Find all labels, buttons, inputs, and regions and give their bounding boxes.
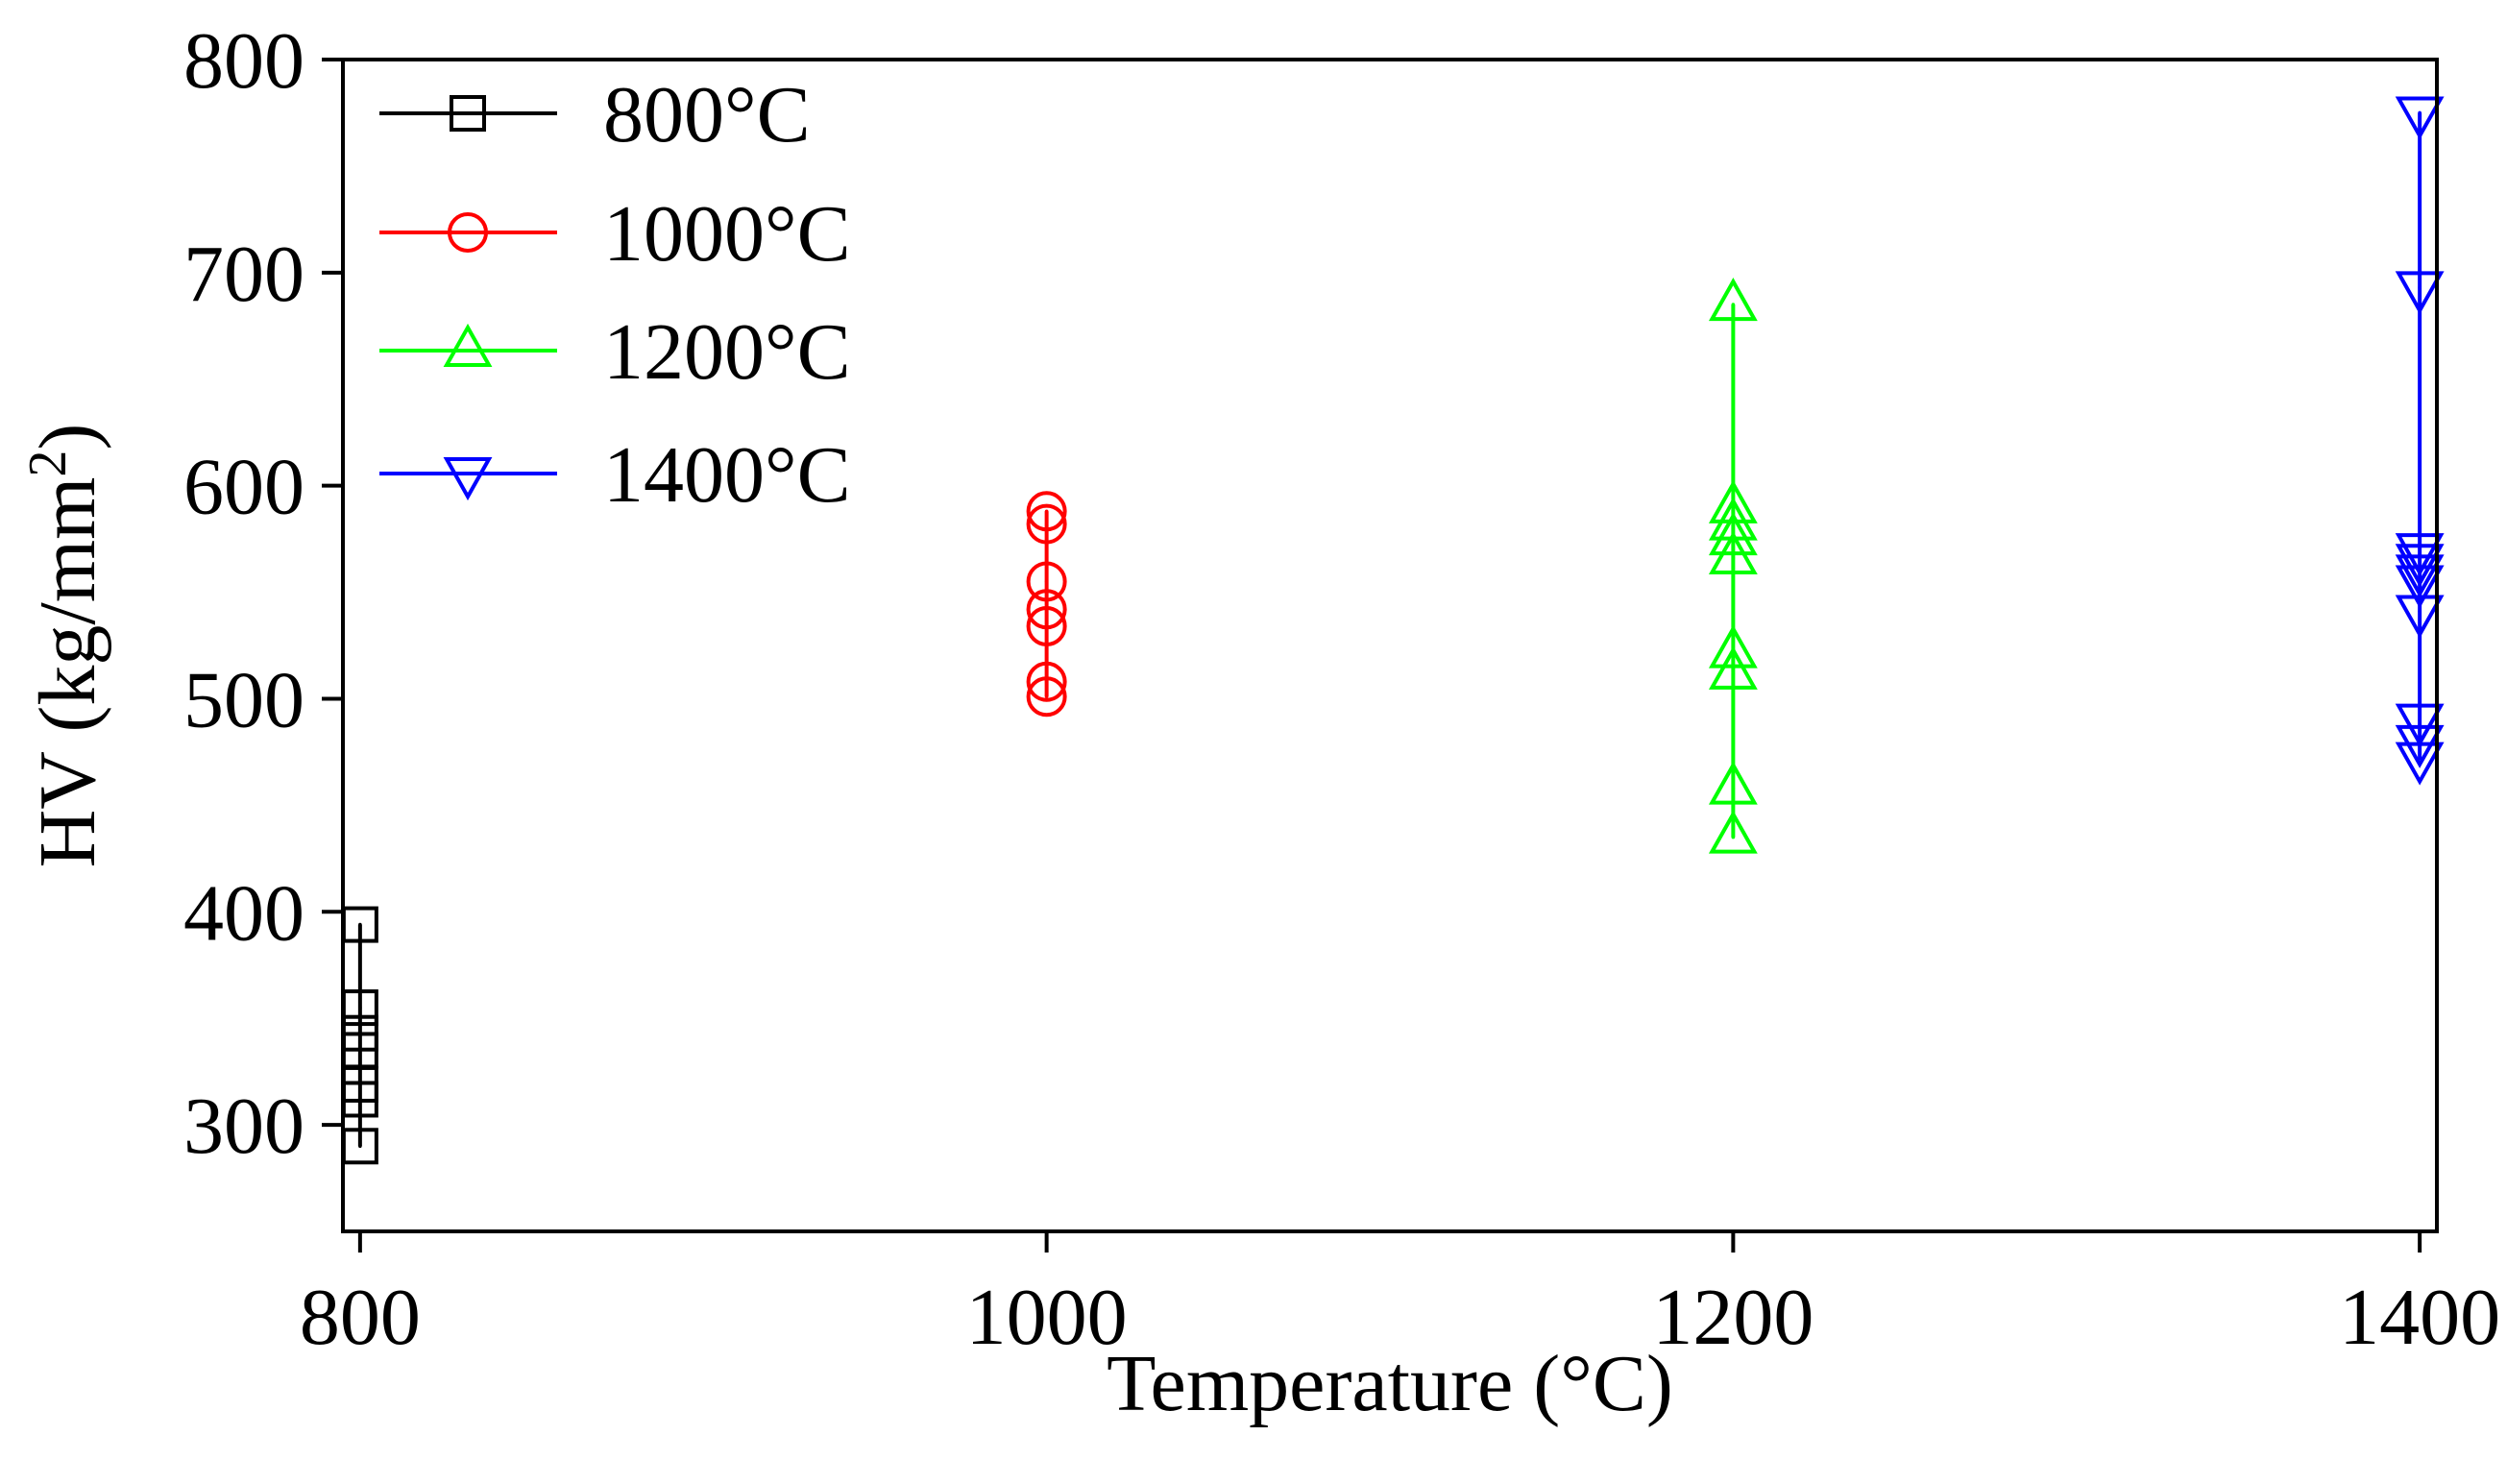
- y-tick-label: 600: [183, 443, 304, 532]
- marker-center-dot: [2418, 110, 2422, 115]
- marker-center-dot: [2418, 558, 2422, 563]
- data-point: [1026, 561, 1067, 602]
- data-point: [2395, 96, 2445, 140]
- data-point: [1026, 503, 1067, 545]
- legend-label: 1200°C: [603, 307, 851, 397]
- legend-label: 800°C: [603, 70, 811, 159]
- legend-marker: [443, 457, 493, 501]
- marker-center-dot: [358, 1097, 362, 1102]
- marker-center-dot: [1044, 679, 1049, 684]
- y-tick-label: 400: [183, 868, 304, 958]
- data-point: [1708, 624, 1758, 669]
- legend-marker: [443, 323, 493, 367]
- marker-center-dot: [2418, 285, 2422, 290]
- data-point: [2395, 703, 2445, 747]
- marker-center-dot: [2418, 579, 2422, 584]
- x-tick-label: 1200: [1652, 1273, 1813, 1362]
- marker-center-dot: [2418, 609, 2422, 614]
- legend: 800°C 1000°C 1200°C 1400°C: [379, 70, 851, 520]
- y-tick-label: 700: [183, 230, 304, 319]
- legend-label: 1400°C: [603, 430, 851, 520]
- data-point: [2395, 544, 2445, 588]
- data-point: [2395, 271, 2445, 315]
- plot-frame: [341, 58, 2439, 1233]
- legend-entry: 1200°C: [379, 307, 851, 397]
- data-point: [1708, 810, 1758, 854]
- marker-center-dot: [1731, 556, 1736, 560]
- marker-center-dot: [1044, 522, 1049, 526]
- legend-marker: [450, 95, 486, 132]
- marker-center-dot: [358, 1144, 362, 1149]
- marker-center-dot: [1044, 694, 1049, 699]
- y-tick-label: 500: [183, 655, 304, 744]
- data-point: [2395, 595, 2445, 639]
- data-point: [1026, 676, 1067, 718]
- y-axis-title-close: ): [23, 424, 112, 450]
- marker-center-dot: [358, 1006, 362, 1010]
- legend-marker: [448, 212, 488, 253]
- data-point: [1708, 530, 1758, 575]
- marker-center-dot: [466, 231, 470, 234]
- data-point: [1708, 512, 1758, 556]
- data-point: [1708, 479, 1758, 523]
- marker-center-dot: [1044, 624, 1049, 628]
- series-triangle-down: [2395, 96, 2445, 786]
- y-tick-label: 300: [183, 1082, 304, 1171]
- data-point: [1026, 606, 1067, 647]
- data-point: [1708, 761, 1758, 805]
- marker-center-dot: [2418, 569, 2422, 573]
- x-tick-label: 1400: [2339, 1273, 2500, 1362]
- marker-center-dot: [1731, 303, 1736, 306]
- y-axis-title: HV (kg/mm2): [18, 424, 112, 868]
- data-point: [1026, 661, 1067, 702]
- data-point: [2395, 533, 2445, 577]
- data-point: [2395, 554, 2445, 598]
- series-circle: [1026, 491, 1067, 718]
- marker-center-dot: [466, 472, 470, 475]
- marker-center-dot: [1731, 671, 1736, 675]
- y-axis-title-superscript: 2: [18, 450, 78, 477]
- marker-center-dot: [358, 1048, 362, 1053]
- y-tick-label: 800: [183, 16, 304, 106]
- legend-label: 1000°C: [603, 189, 851, 279]
- legend-entry: 1400°C: [379, 430, 851, 520]
- data-point: [1708, 645, 1758, 690]
- x-tick-label: 1000: [966, 1273, 1128, 1362]
- marker-center-dot: [2418, 547, 2422, 551]
- data-point: [1708, 278, 1758, 322]
- marker-center-dot: [1044, 579, 1049, 584]
- marker-center-dot: [2418, 756, 2422, 761]
- x-tick-label: 800: [300, 1273, 421, 1362]
- series-triangle-up: [1708, 278, 1758, 854]
- marker-center-dot: [1044, 509, 1049, 514]
- legend-entry: 1000°C: [379, 189, 851, 279]
- marker-center-dot: [1731, 835, 1736, 839]
- data-point: [1026, 491, 1067, 532]
- data-point: [2395, 565, 2445, 609]
- marker-center-dot: [358, 922, 362, 927]
- marker-center-dot: [2418, 718, 2422, 722]
- legend-entry: 800°C: [379, 70, 811, 159]
- marker-center-dot: [1731, 522, 1736, 526]
- marker-center-dot: [466, 349, 470, 353]
- marker-center-dot: [466, 111, 470, 115]
- data-point: [2395, 742, 2445, 786]
- marker-center-dot: [1731, 786, 1736, 791]
- x-axis-title: Temperature (°C): [1107, 1339, 1673, 1428]
- y-axis-title-main: HV (kg/mm: [23, 477, 112, 868]
- series-square: [341, 906, 378, 1165]
